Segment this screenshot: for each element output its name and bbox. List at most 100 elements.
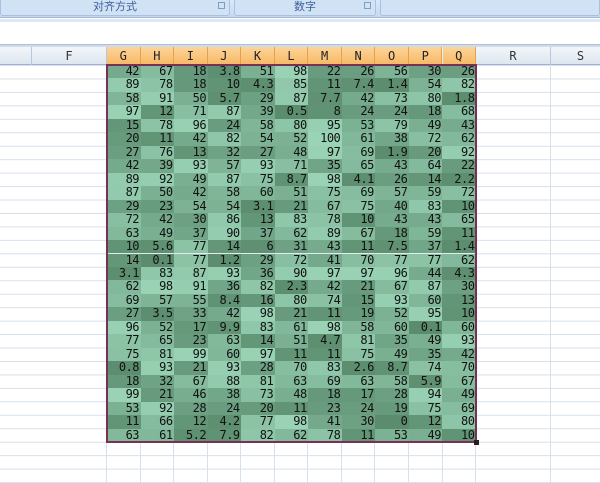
cell-q10[interactable]: 72	[442, 185, 477, 200]
cell-g1[interactable]: 42	[107, 64, 142, 79]
column-header-q[interactable]: Q	[442, 47, 477, 65]
cell-h27[interactable]: 66	[140, 414, 175, 429]
cell-i25[interactable]: 46	[174, 387, 209, 402]
cell-p1[interactable]: 30	[408, 64, 443, 79]
cell-h15[interactable]: 0.1	[140, 253, 175, 267]
cell-i5[interactable]: 96	[174, 118, 209, 133]
cell-m21[interactable]: 4.7	[308, 334, 343, 348]
cell-j13[interactable]: 90	[207, 226, 242, 241]
cell-p12[interactable]: 43	[408, 212, 443, 227]
cell-i21[interactable]: 23	[174, 334, 209, 348]
cell-l1[interactable]: 98	[274, 64, 309, 79]
cell-h2[interactable]: 78	[140, 78, 175, 92]
cell-m17[interactable]: 42	[308, 280, 343, 294]
cell-j16[interactable]: 93	[207, 266, 242, 281]
cell-g7[interactable]: 27	[107, 145, 142, 160]
cell-m14[interactable]: 43	[308, 239, 343, 254]
cell-h25[interactable]: 21	[140, 387, 175, 402]
column-header-p[interactable]: P	[408, 47, 443, 65]
cell-o17[interactable]: 67	[375, 280, 410, 294]
cell-m19[interactable]: 11	[308, 307, 343, 321]
cell-n5[interactable]: 53	[341, 118, 376, 133]
cell-h11[interactable]: 23	[140, 199, 175, 214]
cell-o16[interactable]: 96	[375, 266, 410, 281]
cell-h19[interactable]: 3.5	[140, 307, 175, 321]
cell-m11[interactable]: 67	[308, 199, 343, 214]
cell-h14[interactable]: 5.6	[140, 239, 175, 254]
cell-o20[interactable]: 60	[375, 320, 410, 335]
cell-p20[interactable]: 0.1	[408, 320, 443, 335]
cell-h5[interactable]: 78	[140, 118, 175, 133]
cell-q7[interactable]: 92	[442, 145, 477, 160]
cell-j18[interactable]: 8.4	[207, 293, 242, 308]
cell-h6[interactable]: 11	[140, 132, 175, 146]
cell-l5[interactable]: 80	[274, 118, 309, 133]
cell-l7[interactable]: 48	[274, 145, 309, 160]
cell-k8[interactable]: 93	[241, 159, 276, 173]
cell-m7[interactable]: 97	[308, 145, 343, 160]
cell-n28[interactable]: 11	[341, 428, 376, 442]
cell-k4[interactable]: 39	[241, 105, 276, 119]
cell-n27[interactable]: 30	[341, 414, 376, 429]
cell-q4[interactable]: 68	[442, 105, 477, 119]
cell-g27[interactable]: 11	[107, 414, 142, 429]
cell-j10[interactable]: 58	[207, 185, 242, 200]
cell-m9[interactable]: 98	[308, 172, 343, 187]
cell-n25[interactable]: 17	[341, 387, 376, 402]
cell-k13[interactable]: 37	[241, 226, 276, 241]
cell-h1[interactable]: 67	[140, 64, 175, 79]
dialog-launcher-icon[interactable]	[218, 2, 225, 9]
cell-g19[interactable]: 27	[107, 307, 142, 321]
cell-p28[interactable]: 49	[408, 428, 443, 442]
cell-n22[interactable]: 75	[341, 347, 376, 362]
cell-m18[interactable]: 74	[308, 293, 343, 308]
cell-j25[interactable]: 38	[207, 387, 242, 402]
cell-i14[interactable]: 77	[174, 239, 209, 254]
cell-n11[interactable]: 75	[341, 199, 376, 214]
cell-o7[interactable]: 1.9	[375, 145, 410, 160]
cell-m3[interactable]: 7.7	[308, 91, 343, 106]
cell-h21[interactable]: 65	[140, 334, 175, 348]
cell-m8[interactable]: 35	[308, 159, 343, 173]
cell-p23[interactable]: 74	[408, 360, 443, 375]
cell-j15[interactable]: 1.2	[207, 253, 242, 267]
cell-m2[interactable]: 11	[308, 78, 343, 92]
cell-g4[interactable]: 97	[107, 105, 142, 119]
cell-p8[interactable]: 64	[408, 159, 443, 173]
cell-i20[interactable]: 17	[174, 320, 209, 335]
cell-k11[interactable]: 3.1	[241, 199, 276, 214]
cell-h17[interactable]: 98	[140, 280, 175, 294]
cell-n15[interactable]: 70	[341, 253, 376, 267]
cell-o28[interactable]: 53	[375, 428, 410, 442]
cell-q2[interactable]: 82	[442, 78, 477, 92]
cell-m24[interactable]: 69	[308, 374, 343, 389]
cell-p13[interactable]: 59	[408, 226, 443, 241]
cell-p5[interactable]: 49	[408, 118, 443, 133]
cell-g23[interactable]: 0.8	[107, 360, 142, 375]
column-header-g[interactable]: G	[107, 47, 141, 65]
cell-j28[interactable]: 7.9	[207, 428, 242, 442]
cell-j5[interactable]: 24	[207, 118, 242, 133]
cell-j8[interactable]: 57	[207, 159, 242, 173]
cell-p25[interactable]: 94	[408, 387, 443, 402]
column-header-j[interactable]: J	[207, 47, 242, 65]
cell-l12[interactable]: 83	[274, 212, 309, 227]
cell-l10[interactable]: 51	[274, 185, 309, 200]
cell-n1[interactable]: 26	[341, 64, 376, 79]
cell-k6[interactable]: 54	[241, 132, 276, 146]
cell-q28[interactable]: 10	[442, 428, 477, 442]
cell-j23[interactable]: 93	[207, 360, 242, 375]
cell-i8[interactable]: 93	[174, 159, 209, 173]
cell-j22[interactable]: 60	[207, 347, 242, 362]
cell-g15[interactable]: 14	[107, 253, 142, 267]
cell-o18[interactable]: 93	[375, 293, 410, 308]
cell-k25[interactable]: 73	[241, 387, 276, 402]
cell-p26[interactable]: 75	[408, 401, 443, 416]
cell-i15[interactable]: 77	[174, 253, 209, 267]
cell-h3[interactable]: 91	[140, 91, 175, 106]
cell-o23[interactable]: 8.7	[375, 360, 410, 375]
cell-g8[interactable]: 42	[107, 159, 142, 173]
column-header-h[interactable]: H	[140, 47, 175, 65]
cell-l22[interactable]: 11	[274, 347, 309, 362]
cell-h18[interactable]: 57	[140, 293, 175, 308]
